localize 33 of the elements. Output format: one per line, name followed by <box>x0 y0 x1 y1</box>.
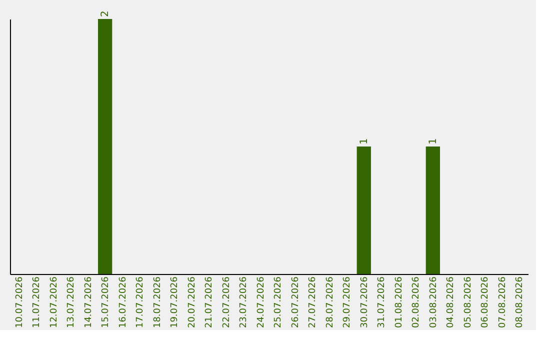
x-tick-label: 11.07.2026 <box>32 276 42 328</box>
x-tick-label: 18.07.2026 <box>152 276 163 328</box>
x-tick-label: 08.08.2026 <box>515 276 526 328</box>
x-tick-label: 25.07.2026 <box>274 276 284 328</box>
x-tick-label: 13.07.2026 <box>66 276 77 328</box>
x-tick-label: 06.08.2026 <box>480 276 491 328</box>
x-tick-label: 16.07.2026 <box>118 276 128 328</box>
x-tick-label: 17.07.2026 <box>136 276 146 328</box>
x-tick-label: 30.07.2026 <box>360 276 370 328</box>
x-tick-label: 26.07.2026 <box>290 276 301 328</box>
x-tick-label: 27.07.2026 <box>308 276 318 328</box>
x-tick-label: 05.08.2026 <box>463 276 474 328</box>
data-label: 2 <box>100 10 112 17</box>
x-tick-label: 03.08.2026 <box>428 276 439 328</box>
x-tick-label: 29.07.2026 <box>342 276 353 328</box>
x-tick-label: 10.07.2026 <box>14 276 25 328</box>
data-label: 1 <box>358 138 370 144</box>
x-tick-label: 07.08.2026 <box>498 276 508 328</box>
x-tick-label: 01.08.2026 <box>394 276 404 328</box>
x-tick-label: 23.07.2026 <box>239 276 250 328</box>
x-tick-label: 24.07.2026 <box>256 276 266 328</box>
x-tick-label: 15.07.2026 <box>101 276 112 328</box>
x-tick-label: 12.07.2026 <box>49 276 60 328</box>
x-tick-label: 04.08.2026 <box>446 276 456 328</box>
x-tick-label: 28.07.2026 <box>325 276 336 328</box>
x-tick-label: 02.08.2026 <box>412 276 422 328</box>
x-tick-label: 21.07.2026 <box>204 276 215 328</box>
x-tick-label: 19.07.2026 <box>170 276 180 328</box>
x-tick-label: 20.07.2026 <box>187 276 198 328</box>
x-tick-label: 22.07.2026 <box>222 276 232 328</box>
data-label: 1 <box>428 138 439 144</box>
x-tick-label: 14.07.2026 <box>84 276 94 328</box>
x-tick-label: 31.07.2026 <box>377 276 388 328</box>
